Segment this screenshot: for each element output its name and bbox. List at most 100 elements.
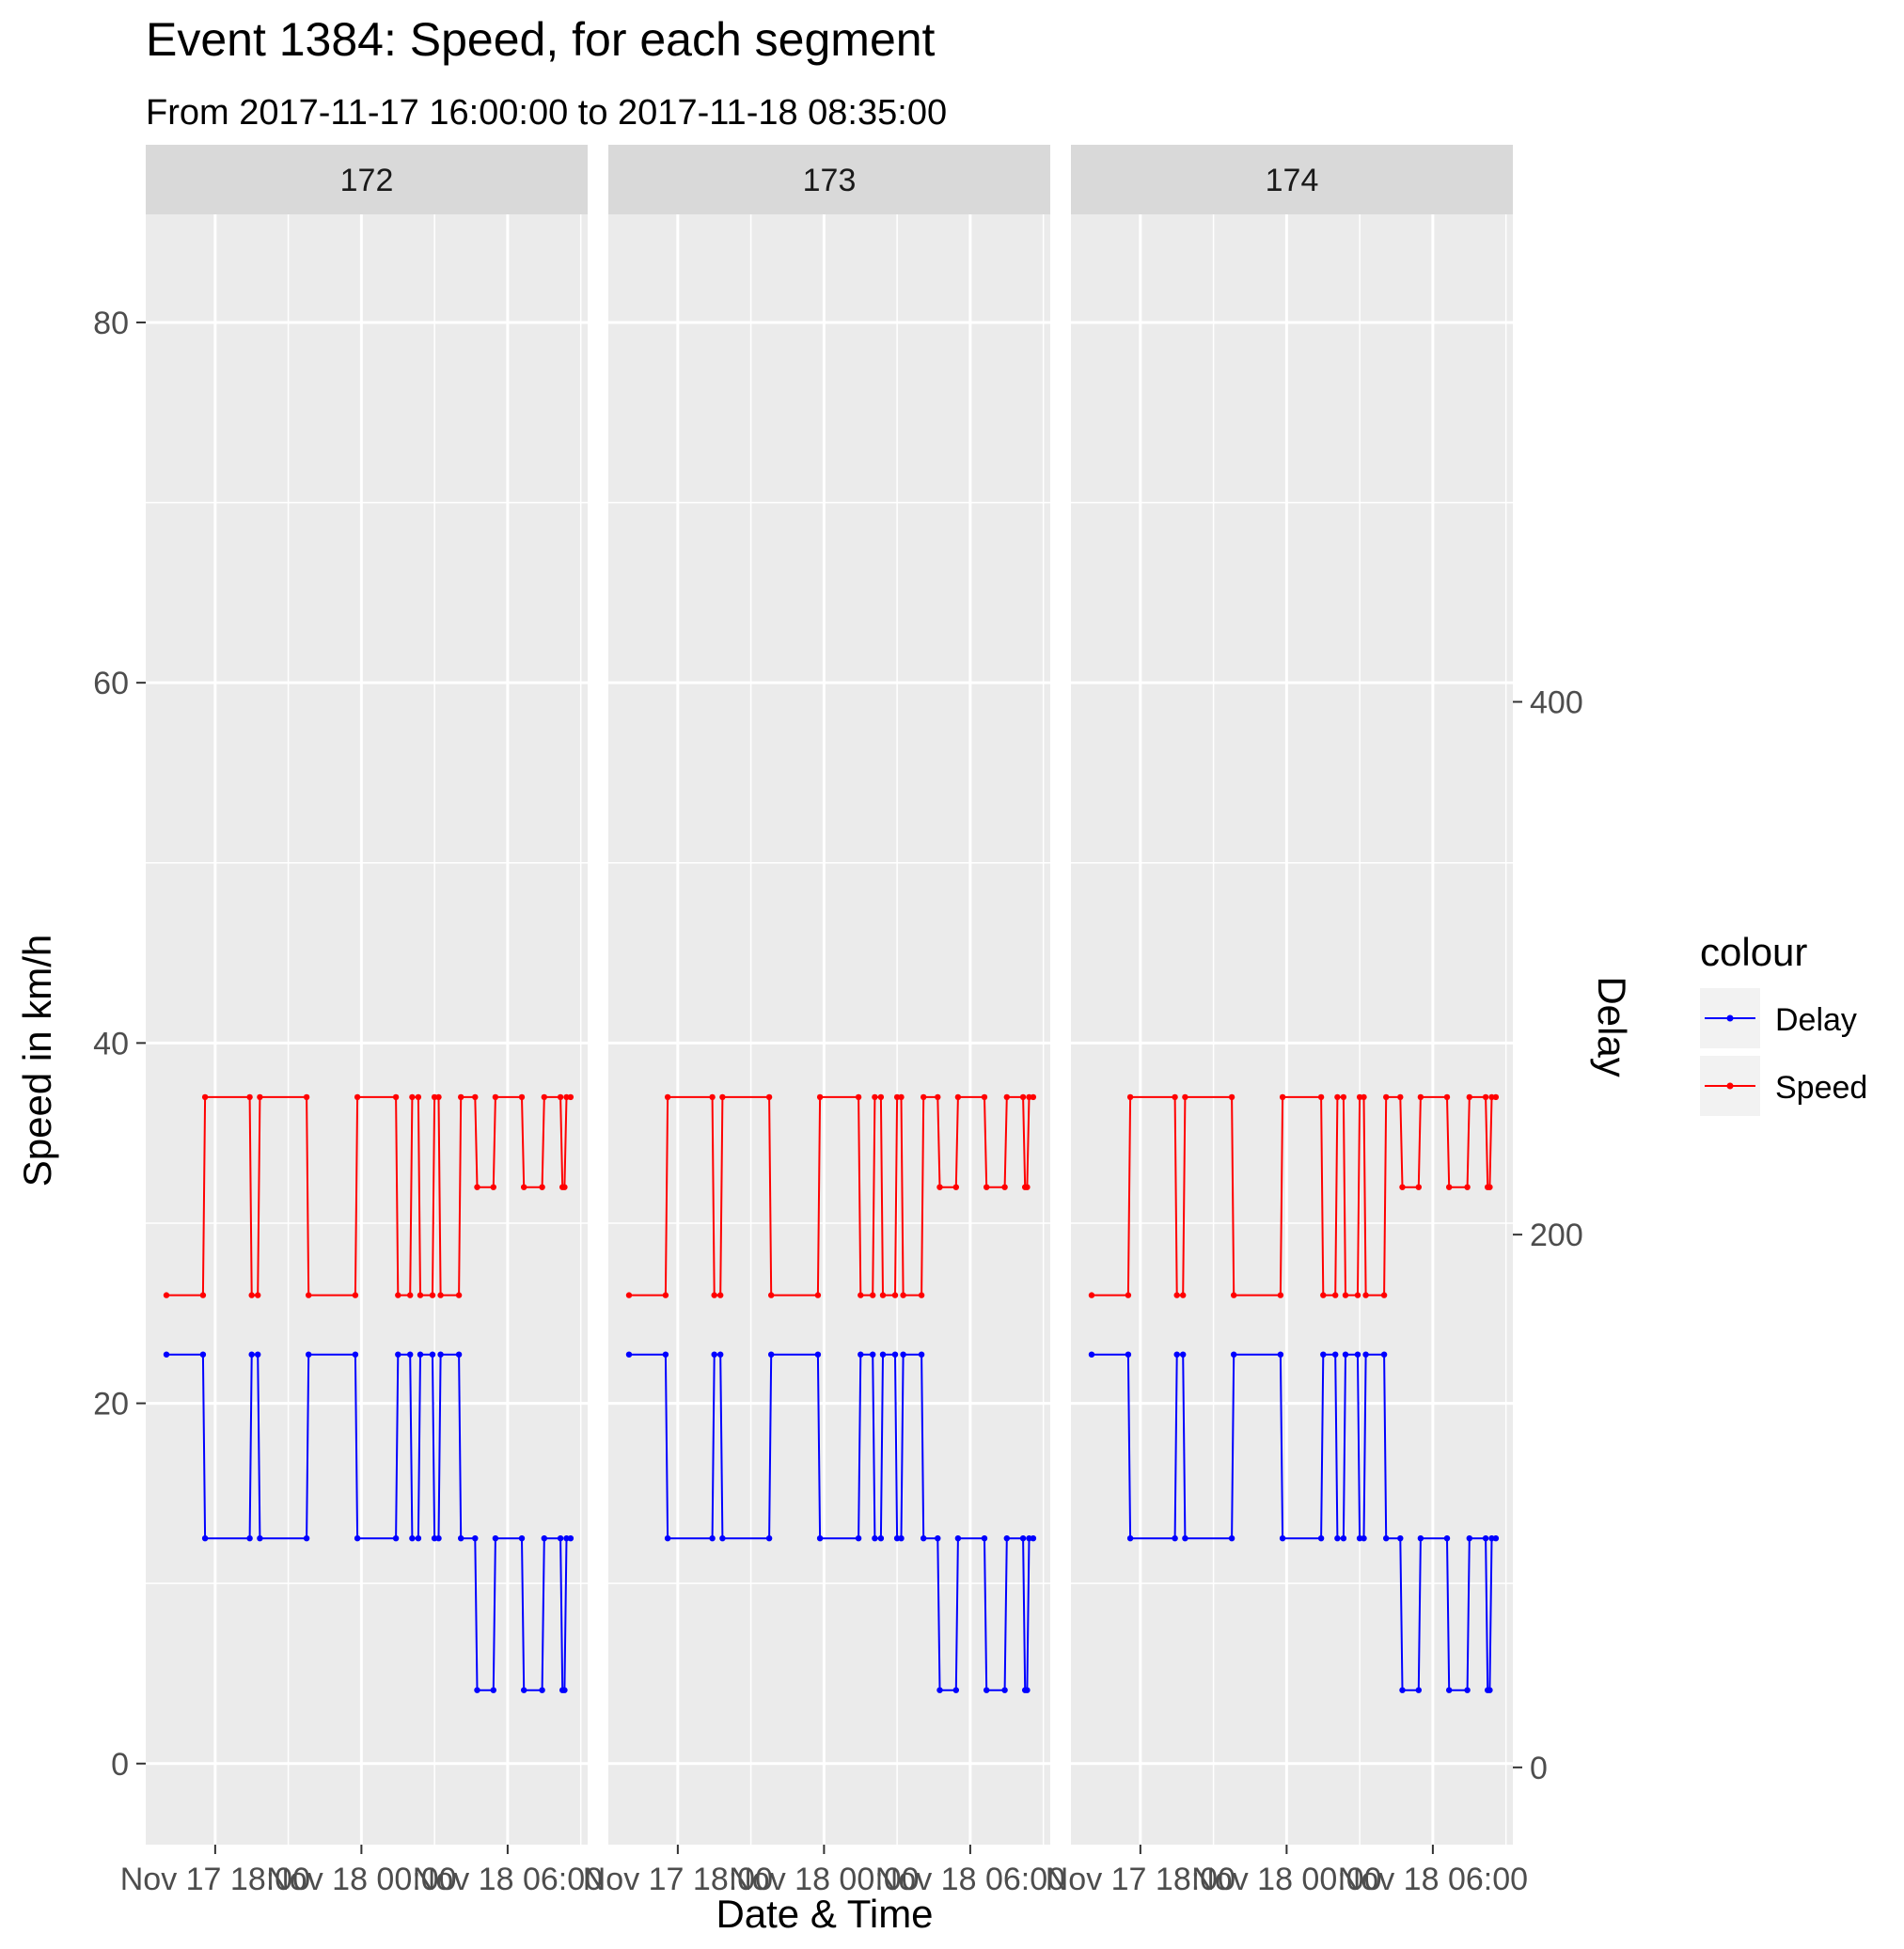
point-delay-172-15 <box>415 1535 422 1542</box>
point-speed-172-12 <box>395 1292 401 1298</box>
x-tick-label-172-2: Nov 18 06:00 <box>413 1862 603 1897</box>
point-speed-174-4 <box>1173 1292 1180 1298</box>
point-delay-174-29 <box>1464 1687 1471 1693</box>
x-axis-title: Date & Time <box>716 1892 933 1936</box>
point-delay-173-19 <box>898 1535 905 1542</box>
point-speed-172-24 <box>474 1184 480 1190</box>
legend-dot-delay <box>1726 1014 1734 1022</box>
point-speed-174-10 <box>1279 1093 1286 1101</box>
point-speed-173-4 <box>711 1292 717 1298</box>
facet-strip-172 <box>146 145 588 214</box>
point-delay-173-14 <box>872 1535 878 1542</box>
point-speed-174-12 <box>1320 1292 1327 1298</box>
series-line-delay-172 <box>166 1353 571 1691</box>
y-tick-label-4: 80 <box>93 306 129 341</box>
legend-dot-speed <box>1726 1082 1734 1090</box>
point-delay-174-6 <box>1182 1535 1188 1542</box>
point-delay-174-16 <box>1342 1351 1349 1358</box>
point-speed-174-17 <box>1354 1292 1361 1298</box>
point-speed-173-18 <box>893 1093 901 1101</box>
point-delay-174-2 <box>1126 1535 1134 1542</box>
point-delay-174-10 <box>1279 1535 1286 1542</box>
point-speed-172-16 <box>417 1292 424 1298</box>
point-delay-172-8 <box>306 1351 312 1358</box>
point-delay-174-18 <box>1356 1535 1363 1542</box>
point-delay-173-1 <box>662 1351 669 1358</box>
point-delay-172-22 <box>458 1535 464 1542</box>
point-delay-174-26 <box>1417 1535 1424 1542</box>
point-delay-172-21 <box>455 1351 463 1358</box>
facet-strip-173 <box>608 145 1050 214</box>
series-line-delay-173 <box>629 1353 1033 1691</box>
point-speed-173-31 <box>1019 1093 1027 1101</box>
chart-title: Event 1384: Speed, for each segment <box>146 13 936 66</box>
point-delay-172-5 <box>255 1351 261 1358</box>
point-speed-173-26 <box>954 1093 962 1101</box>
point-delay-174-15 <box>1340 1535 1347 1542</box>
point-speed-174-0 <box>1088 1292 1095 1298</box>
point-delay-173-34 <box>1026 1535 1032 1542</box>
point-speed-172-22 <box>458 1093 464 1101</box>
point-speed-174-8 <box>1231 1292 1237 1298</box>
point-speed-174-1 <box>1125 1292 1132 1298</box>
point-speed-173-15 <box>877 1093 885 1101</box>
x-tick-label-173-2: Nov 18 06:00 <box>875 1862 1065 1897</box>
point-delay-173-8 <box>768 1351 775 1358</box>
point-delay-174-13 <box>1332 1351 1339 1358</box>
point-speed-172-27 <box>518 1093 526 1101</box>
series-line-speed-173 <box>629 1095 1033 1297</box>
point-speed-173-29 <box>1001 1184 1008 1190</box>
point-delay-173-10 <box>816 1535 824 1542</box>
point-speed-173-2 <box>664 1093 671 1101</box>
point-delay-174-4 <box>1173 1351 1180 1358</box>
point-speed-174-25 <box>1415 1184 1423 1190</box>
point-delay-172-25 <box>490 1687 496 1693</box>
point-delay-173-5 <box>717 1351 724 1358</box>
point-delay-172-6 <box>257 1535 263 1542</box>
point-delay-172-13 <box>407 1351 414 1358</box>
point-speed-173-27 <box>981 1093 988 1101</box>
facet-label-173: 173 <box>803 163 857 198</box>
point-delay-173-27 <box>981 1535 988 1542</box>
point-speed-173-17 <box>891 1292 899 1298</box>
point-delay-173-21 <box>918 1351 925 1358</box>
point-speed-172-9 <box>352 1292 359 1298</box>
point-speed-172-2 <box>201 1093 209 1101</box>
point-speed-172-33 <box>561 1184 568 1190</box>
point-speed-174-5 <box>1180 1292 1187 1298</box>
point-delay-173-33 <box>1024 1687 1031 1693</box>
point-speed-174-30 <box>1466 1093 1473 1101</box>
point-delay-174-34 <box>1488 1535 1495 1542</box>
point-delay-174-14 <box>1334 1535 1341 1542</box>
point-delay-174-33 <box>1487 1687 1493 1693</box>
point-delay-172-0 <box>163 1351 170 1358</box>
point-speed-174-16 <box>1342 1292 1349 1298</box>
point-delay-173-7 <box>765 1535 773 1542</box>
point-delay-172-11 <box>392 1535 400 1542</box>
point-delay-174-28 <box>1446 1687 1453 1693</box>
point-delay-173-17 <box>891 1351 899 1358</box>
point-speed-174-34 <box>1488 1093 1495 1101</box>
point-speed-172-34 <box>563 1093 570 1101</box>
point-speed-172-20 <box>437 1292 444 1298</box>
facet-strip-174 <box>1071 145 1513 214</box>
point-delay-174-5 <box>1180 1351 1187 1358</box>
x-tick-label-174-0: Nov 17 18:00 <box>1046 1862 1235 1897</box>
point-speed-172-10 <box>354 1093 361 1101</box>
point-delay-173-4 <box>711 1351 717 1358</box>
point-speed-174-22 <box>1383 1093 1390 1101</box>
point-delay-174-30 <box>1466 1535 1473 1542</box>
x-tick-label-174-1: Nov 18 00:00 <box>1191 1862 1381 1897</box>
y-tick-label-3: 60 <box>93 666 129 701</box>
point-speed-174-28 <box>1446 1184 1453 1190</box>
point-speed-172-0 <box>163 1292 170 1298</box>
point-speed-172-17 <box>429 1292 436 1298</box>
point-speed-174-9 <box>1277 1292 1284 1298</box>
point-delay-174-7 <box>1228 1535 1235 1542</box>
y2-tick-label-2: 400 <box>1530 685 1583 721</box>
y-tick-label-0: 0 <box>111 1747 129 1783</box>
point-delay-174-25 <box>1415 1687 1423 1693</box>
point-speed-174-11 <box>1317 1093 1325 1101</box>
point-delay-174-0 <box>1088 1351 1095 1358</box>
